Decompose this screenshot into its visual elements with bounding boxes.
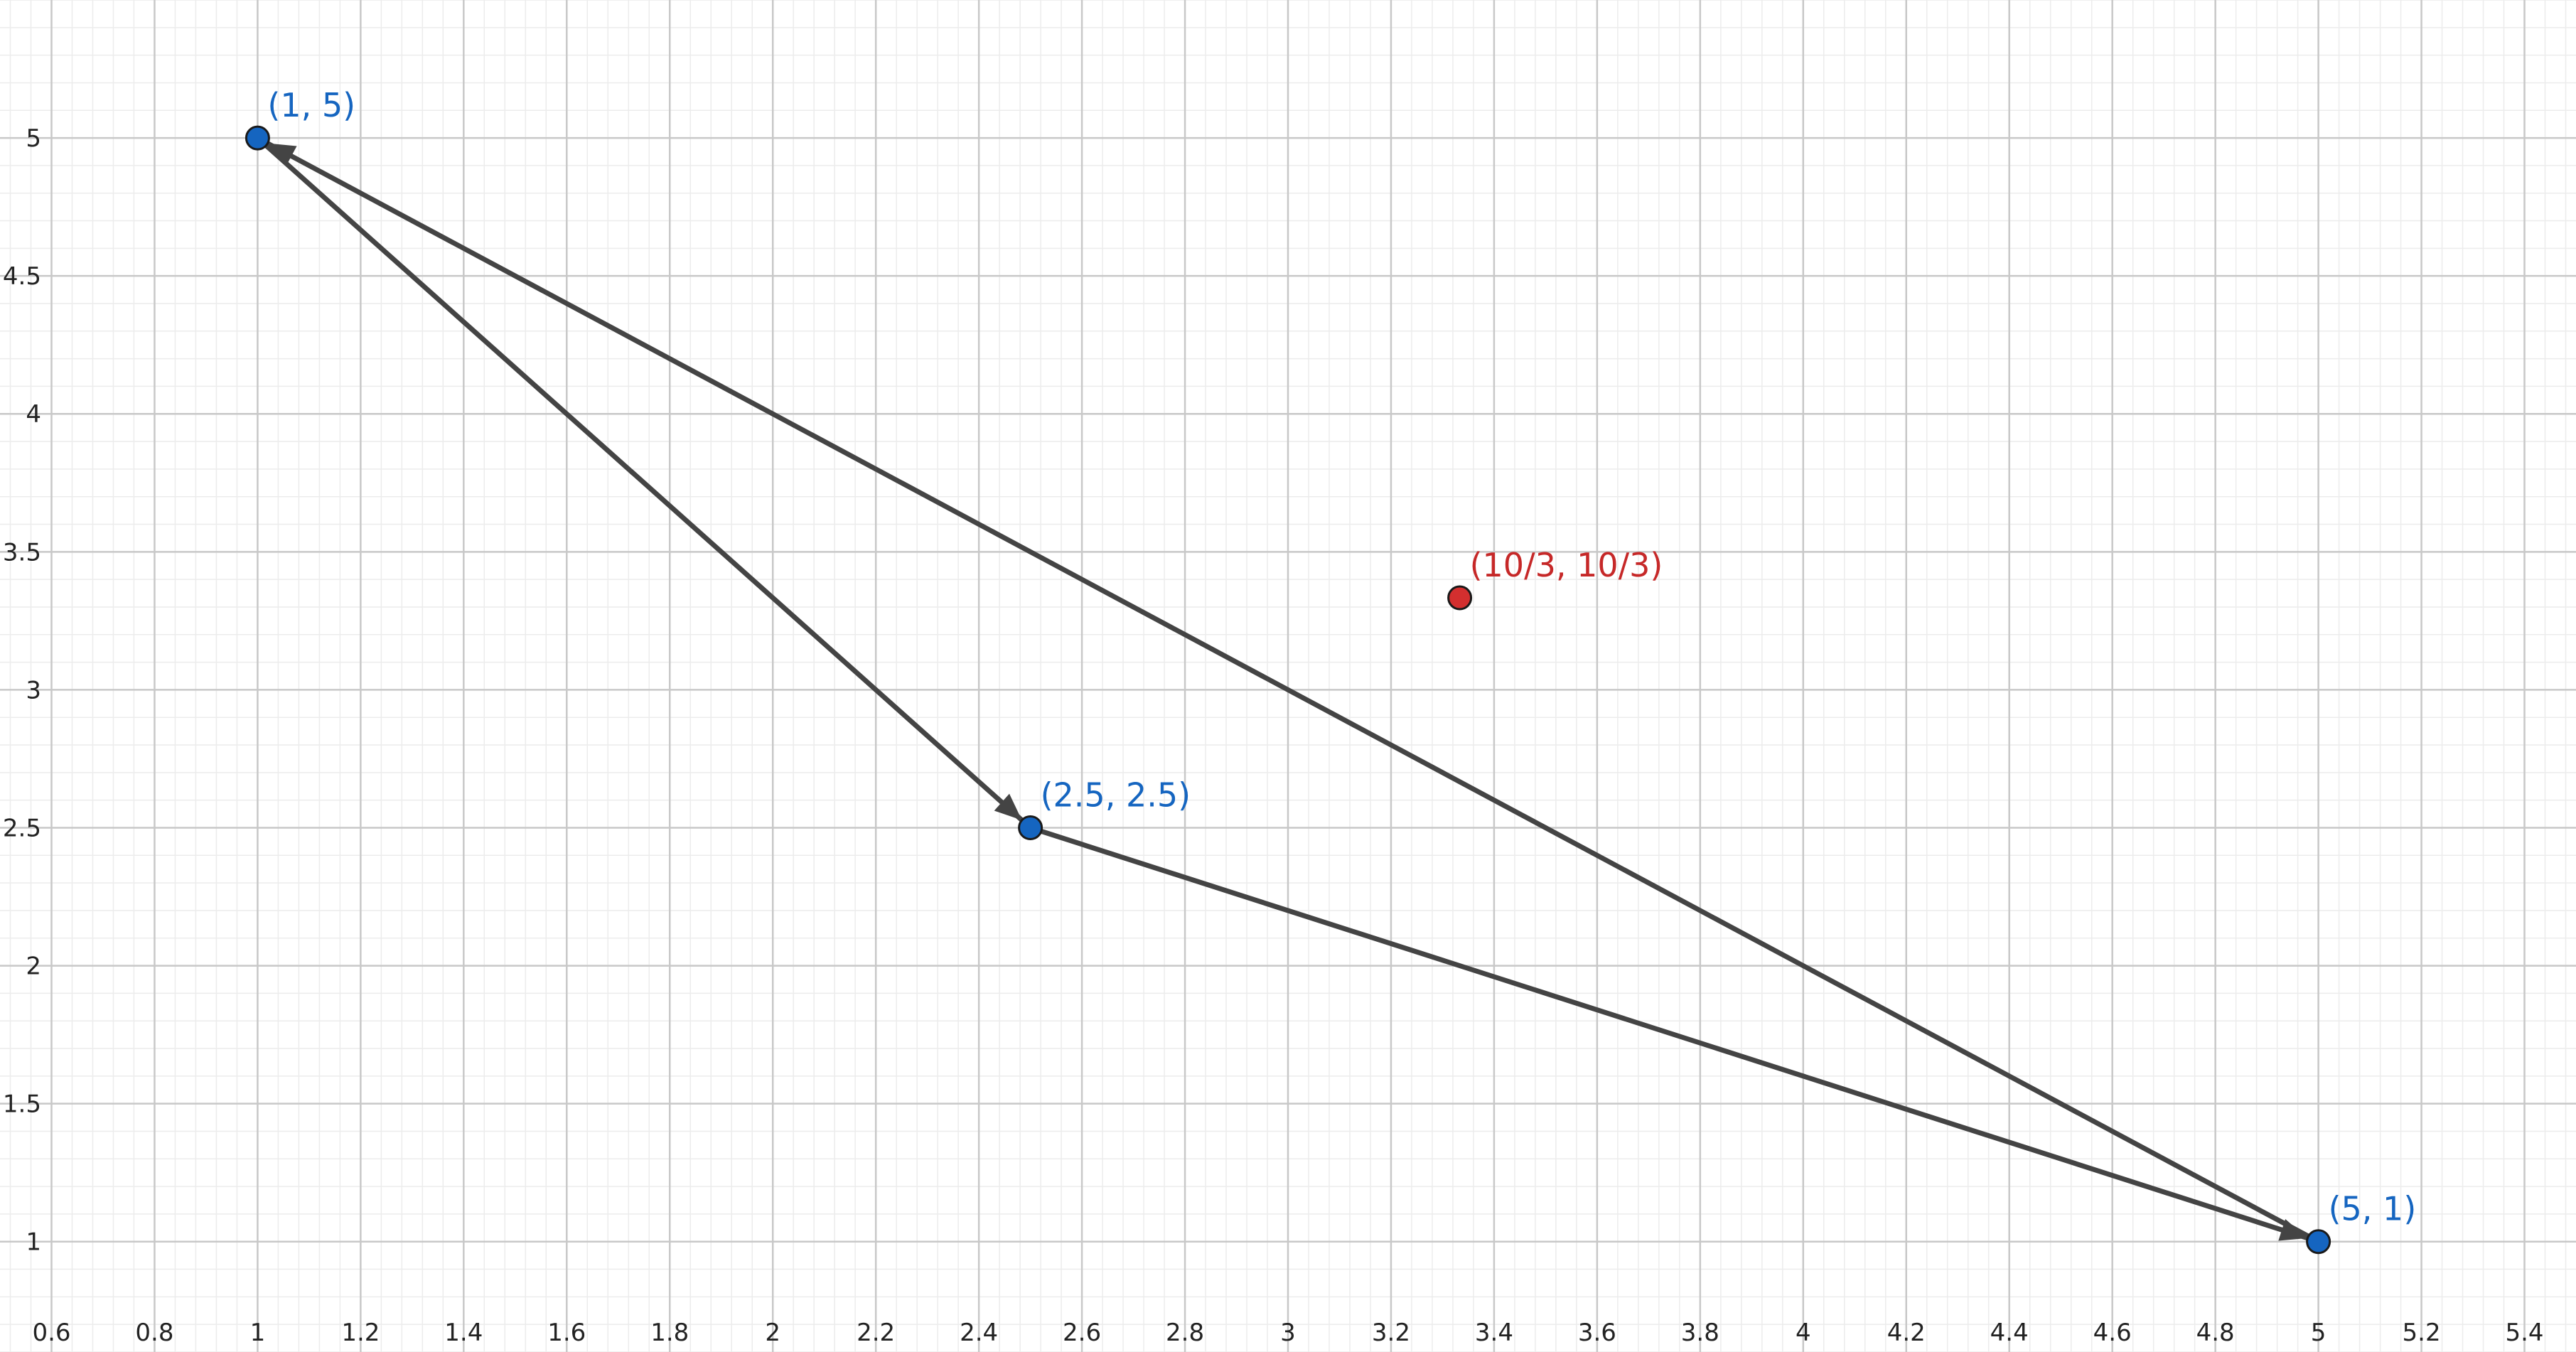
point-labels: (1, 5) (2.5, 2.5) (5, 1) (10/3, 10/3)	[267, 86, 2416, 1228]
point-label-p4: (10/3, 10/3)	[1470, 546, 1663, 584]
x-tick-label: 2.2	[857, 1319, 895, 1347]
x-tick-label: 1.4	[444, 1319, 483, 1347]
y-tick-label: 4.5	[3, 262, 41, 291]
x-tick-label: 0.6	[32, 1319, 70, 1347]
x-axis-tick-labels: 0.6 0.8 1 1.2 1.4 1.6 1.8 2 2.2 2.4 2.6 2.8 3 3.2 3.4 3…	[32, 1319, 2543, 1347]
x-tick-label: 2.8	[1166, 1319, 1204, 1347]
x-tick-label: 3	[1280, 1319, 1296, 1347]
x-tick-label: 1.2	[341, 1319, 380, 1347]
x-tick-label: 3.2	[1372, 1319, 1410, 1347]
point-p4[interactable]	[1447, 585, 1473, 611]
vector-arrowhead	[994, 793, 1022, 820]
y-tick-label: 2.5	[3, 814, 41, 842]
vector-arrow[interactable]	[265, 141, 2322, 1245]
point-label-p2: (2.5, 2.5)	[1041, 776, 1191, 814]
point-label-p3: (5, 1)	[2329, 1190, 2417, 1228]
x-tick-label: 4.2	[1887, 1319, 1926, 1347]
point-p2[interactable]	[1018, 815, 1043, 840]
x-tick-label: 3.6	[1578, 1319, 1616, 1347]
x-tick-label: 2.4	[960, 1319, 998, 1347]
points	[245, 125, 2331, 1255]
point-p3[interactable]	[2306, 1229, 2331, 1255]
x-tick-label: 5	[2311, 1319, 2327, 1347]
vectors	[254, 135, 2322, 1245]
y-tick-label: 5	[26, 124, 41, 153]
point-label-p1: (1, 5)	[267, 86, 355, 124]
vector-arrowhead	[267, 143, 297, 166]
x-tick-label: 4.6	[2093, 1319, 2132, 1347]
y-tick-label: 4	[26, 400, 41, 429]
y-axis-tick-labels: 1 1.5 2 2.5 3 3.5 4 4.5 5	[3, 124, 41, 1257]
x-tick-label: 4.4	[1990, 1319, 2029, 1347]
vector-arrow[interactable]	[254, 135, 1025, 823]
x-tick-label: 1.8	[650, 1319, 689, 1347]
x-tick-label: 2.6	[1063, 1319, 1101, 1347]
x-tick-label: 4.8	[2196, 1319, 2235, 1347]
x-tick-label: 1	[250, 1319, 266, 1347]
x-tick-label: 0.8	[135, 1319, 173, 1347]
vector-arrow[interactable]	[1028, 825, 2310, 1241]
y-tick-label: 2	[26, 953, 41, 981]
x-tick-label: 3.8	[1681, 1319, 1719, 1347]
x-tick-label: 1.6	[547, 1319, 586, 1347]
y-tick-label: 3.5	[3, 538, 41, 567]
x-tick-label: 3.4	[1475, 1319, 1513, 1347]
y-tick-label: 3	[26, 676, 41, 704]
y-tick-label: 1.5	[3, 1090, 41, 1119]
x-tick-label: 4	[1796, 1319, 1811, 1347]
y-tick-label: 1	[26, 1228, 41, 1257]
x-tick-label: 5.4	[2505, 1319, 2543, 1347]
point-p1[interactable]	[245, 125, 270, 151]
x-tick-label: 5.2	[2403, 1319, 2441, 1347]
x-tick-label: 2	[765, 1319, 780, 1347]
